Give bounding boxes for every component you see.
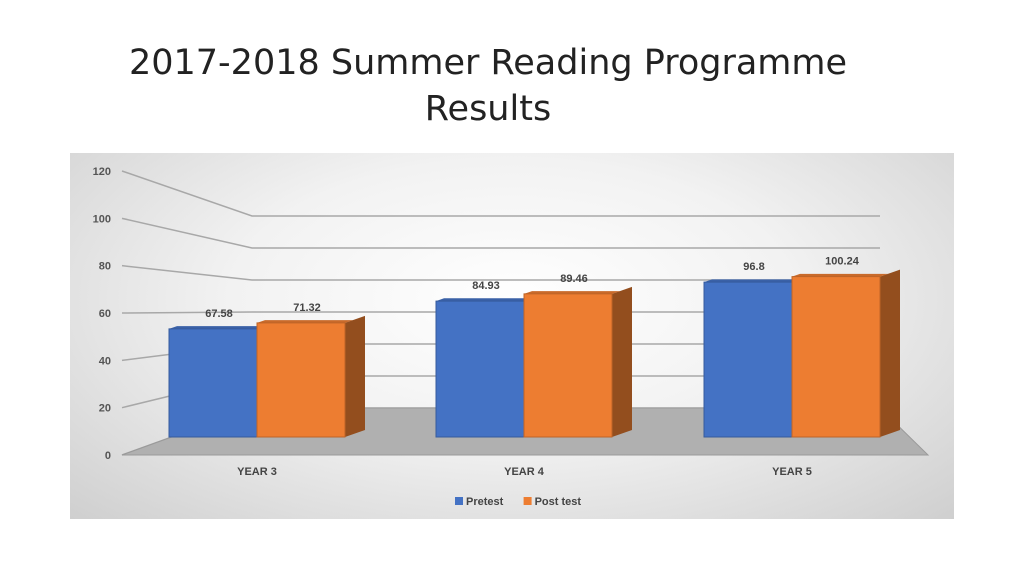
legend-entry-label: Pretest [466, 496, 504, 508]
bar-front [523, 293, 613, 438]
bar-data-label: 96.8 [743, 261, 764, 273]
bar-front [168, 328, 258, 438]
bar [435, 298, 532, 438]
slide-title: 2017-2018 Summer Reading Programme Resul… [0, 40, 976, 132]
gridline [121, 264, 880, 281]
bar [523, 286, 632, 438]
bar [256, 315, 365, 438]
y-tick-label: 100 [93, 213, 111, 225]
bar-top [257, 320, 353, 323]
bars [168, 269, 900, 438]
bar-data-label: 100.24 [825, 256, 860, 268]
gridline [121, 170, 880, 217]
bar-front [791, 276, 881, 438]
y-tick-label: 80 [99, 261, 111, 273]
bar [791, 269, 900, 438]
legend-entry-label: Post test [535, 496, 582, 508]
bar-side [612, 286, 632, 437]
bar-data-label: 71.32 [293, 302, 321, 314]
data-labels: 67.58 71.32 84.93 89.46 96.8 100.24 [205, 256, 859, 320]
x-category-label: YEAR 4 [504, 466, 545, 478]
y-tick-label: 40 [99, 355, 111, 367]
bar-front [256, 322, 346, 438]
bar-data-label: 67.58 [205, 308, 233, 320]
bar [168, 326, 265, 438]
bar-data-label: 89.46 [560, 273, 588, 285]
bar-front [435, 300, 525, 438]
bar-side [880, 269, 900, 437]
gridline [121, 311, 880, 314]
bar-top [792, 273, 888, 277]
legend-swatch [523, 497, 532, 505]
legend-swatch [455, 497, 463, 505]
slide-title-line-2: Results [424, 89, 552, 129]
bar-top [704, 279, 800, 283]
slide-title-line-1: 2017-2018 Summer Reading Programme [128, 43, 848, 83]
bar-top [524, 291, 620, 294]
legend: Pretest Post test [455, 496, 581, 508]
bar-front [703, 281, 793, 438]
y-tick-label: 20 [99, 403, 111, 415]
x-category-label: YEAR 3 [237, 466, 277, 478]
x-category-label: YEAR 5 [772, 466, 812, 478]
bar-side [345, 315, 365, 437]
gridline [121, 217, 880, 249]
bar-data-label: 84.93 [472, 280, 500, 292]
bar-top [436, 298, 532, 302]
y-tick-label: 120 [93, 166, 111, 178]
y-tick-label: 60 [99, 308, 111, 320]
y-tick-label: 0 [105, 450, 111, 462]
bar-top [169, 326, 265, 329]
